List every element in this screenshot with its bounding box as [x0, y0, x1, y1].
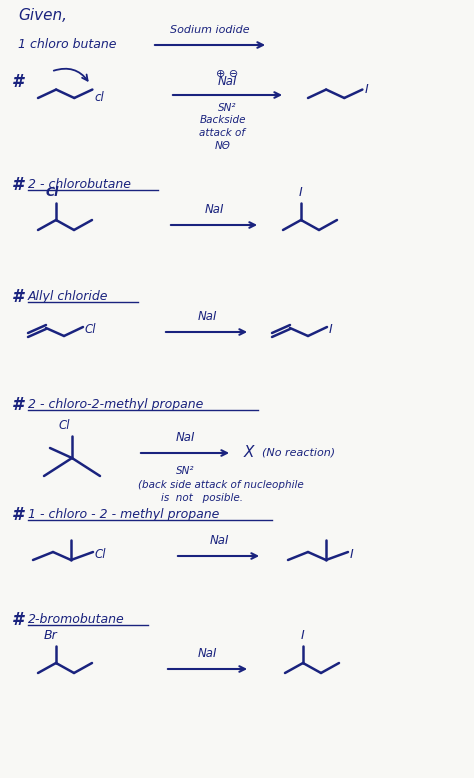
Text: (No reaction): (No reaction)	[262, 447, 335, 457]
Text: I: I	[350, 548, 354, 560]
Text: #: #	[12, 288, 24, 306]
Text: Br: Br	[44, 629, 58, 642]
Text: NaI: NaI	[204, 203, 224, 216]
Text: Sodium iodide: Sodium iodide	[170, 25, 250, 35]
Text: #: #	[12, 176, 24, 194]
Text: SN²: SN²	[218, 103, 237, 113]
Text: #: #	[12, 73, 24, 91]
Text: NaI: NaI	[197, 310, 217, 323]
Text: I: I	[329, 323, 333, 335]
Text: Cl: Cl	[58, 419, 70, 432]
Text: is  not   posible.: is not posible.	[148, 493, 243, 503]
Text: NaI: NaI	[175, 431, 195, 444]
Text: Given,: Given,	[18, 8, 67, 23]
Text: 1 chloro butane: 1 chloro butane	[18, 38, 117, 51]
Text: 2 - chlorobutane: 2 - chlorobutane	[28, 178, 131, 191]
Text: NaI: NaI	[209, 534, 229, 547]
Text: NaI: NaI	[197, 647, 217, 660]
Text: X: X	[244, 444, 255, 460]
Text: Allyl chloride: Allyl chloride	[28, 290, 109, 303]
Text: 2-bromobutane: 2-bromobutane	[28, 613, 125, 626]
Text: (back side attack of nucleophile: (back side attack of nucleophile	[138, 480, 304, 490]
Text: Cl: Cl	[95, 548, 107, 560]
Text: SN²: SN²	[176, 466, 194, 476]
Text: Cl: Cl	[85, 323, 97, 335]
Text: #: #	[12, 611, 24, 629]
Text: #: #	[12, 396, 24, 414]
Text: I: I	[299, 186, 303, 199]
Text: Backside
attack of
NΘ: Backside attack of NΘ	[199, 115, 246, 152]
Text: 2 - chloro-2-methyl propane: 2 - chloro-2-methyl propane	[28, 398, 203, 411]
Text: cl: cl	[94, 90, 104, 103]
Text: Cl: Cl	[46, 186, 59, 199]
Text: I: I	[301, 629, 305, 642]
Text: I: I	[365, 83, 368, 96]
Text: #: #	[12, 506, 24, 524]
Text: NaI: NaI	[218, 75, 237, 88]
Text: ⊕ ⊖: ⊕ ⊖	[216, 69, 238, 79]
Text: 1 - chloro - 2 - methyl propane: 1 - chloro - 2 - methyl propane	[28, 508, 219, 521]
